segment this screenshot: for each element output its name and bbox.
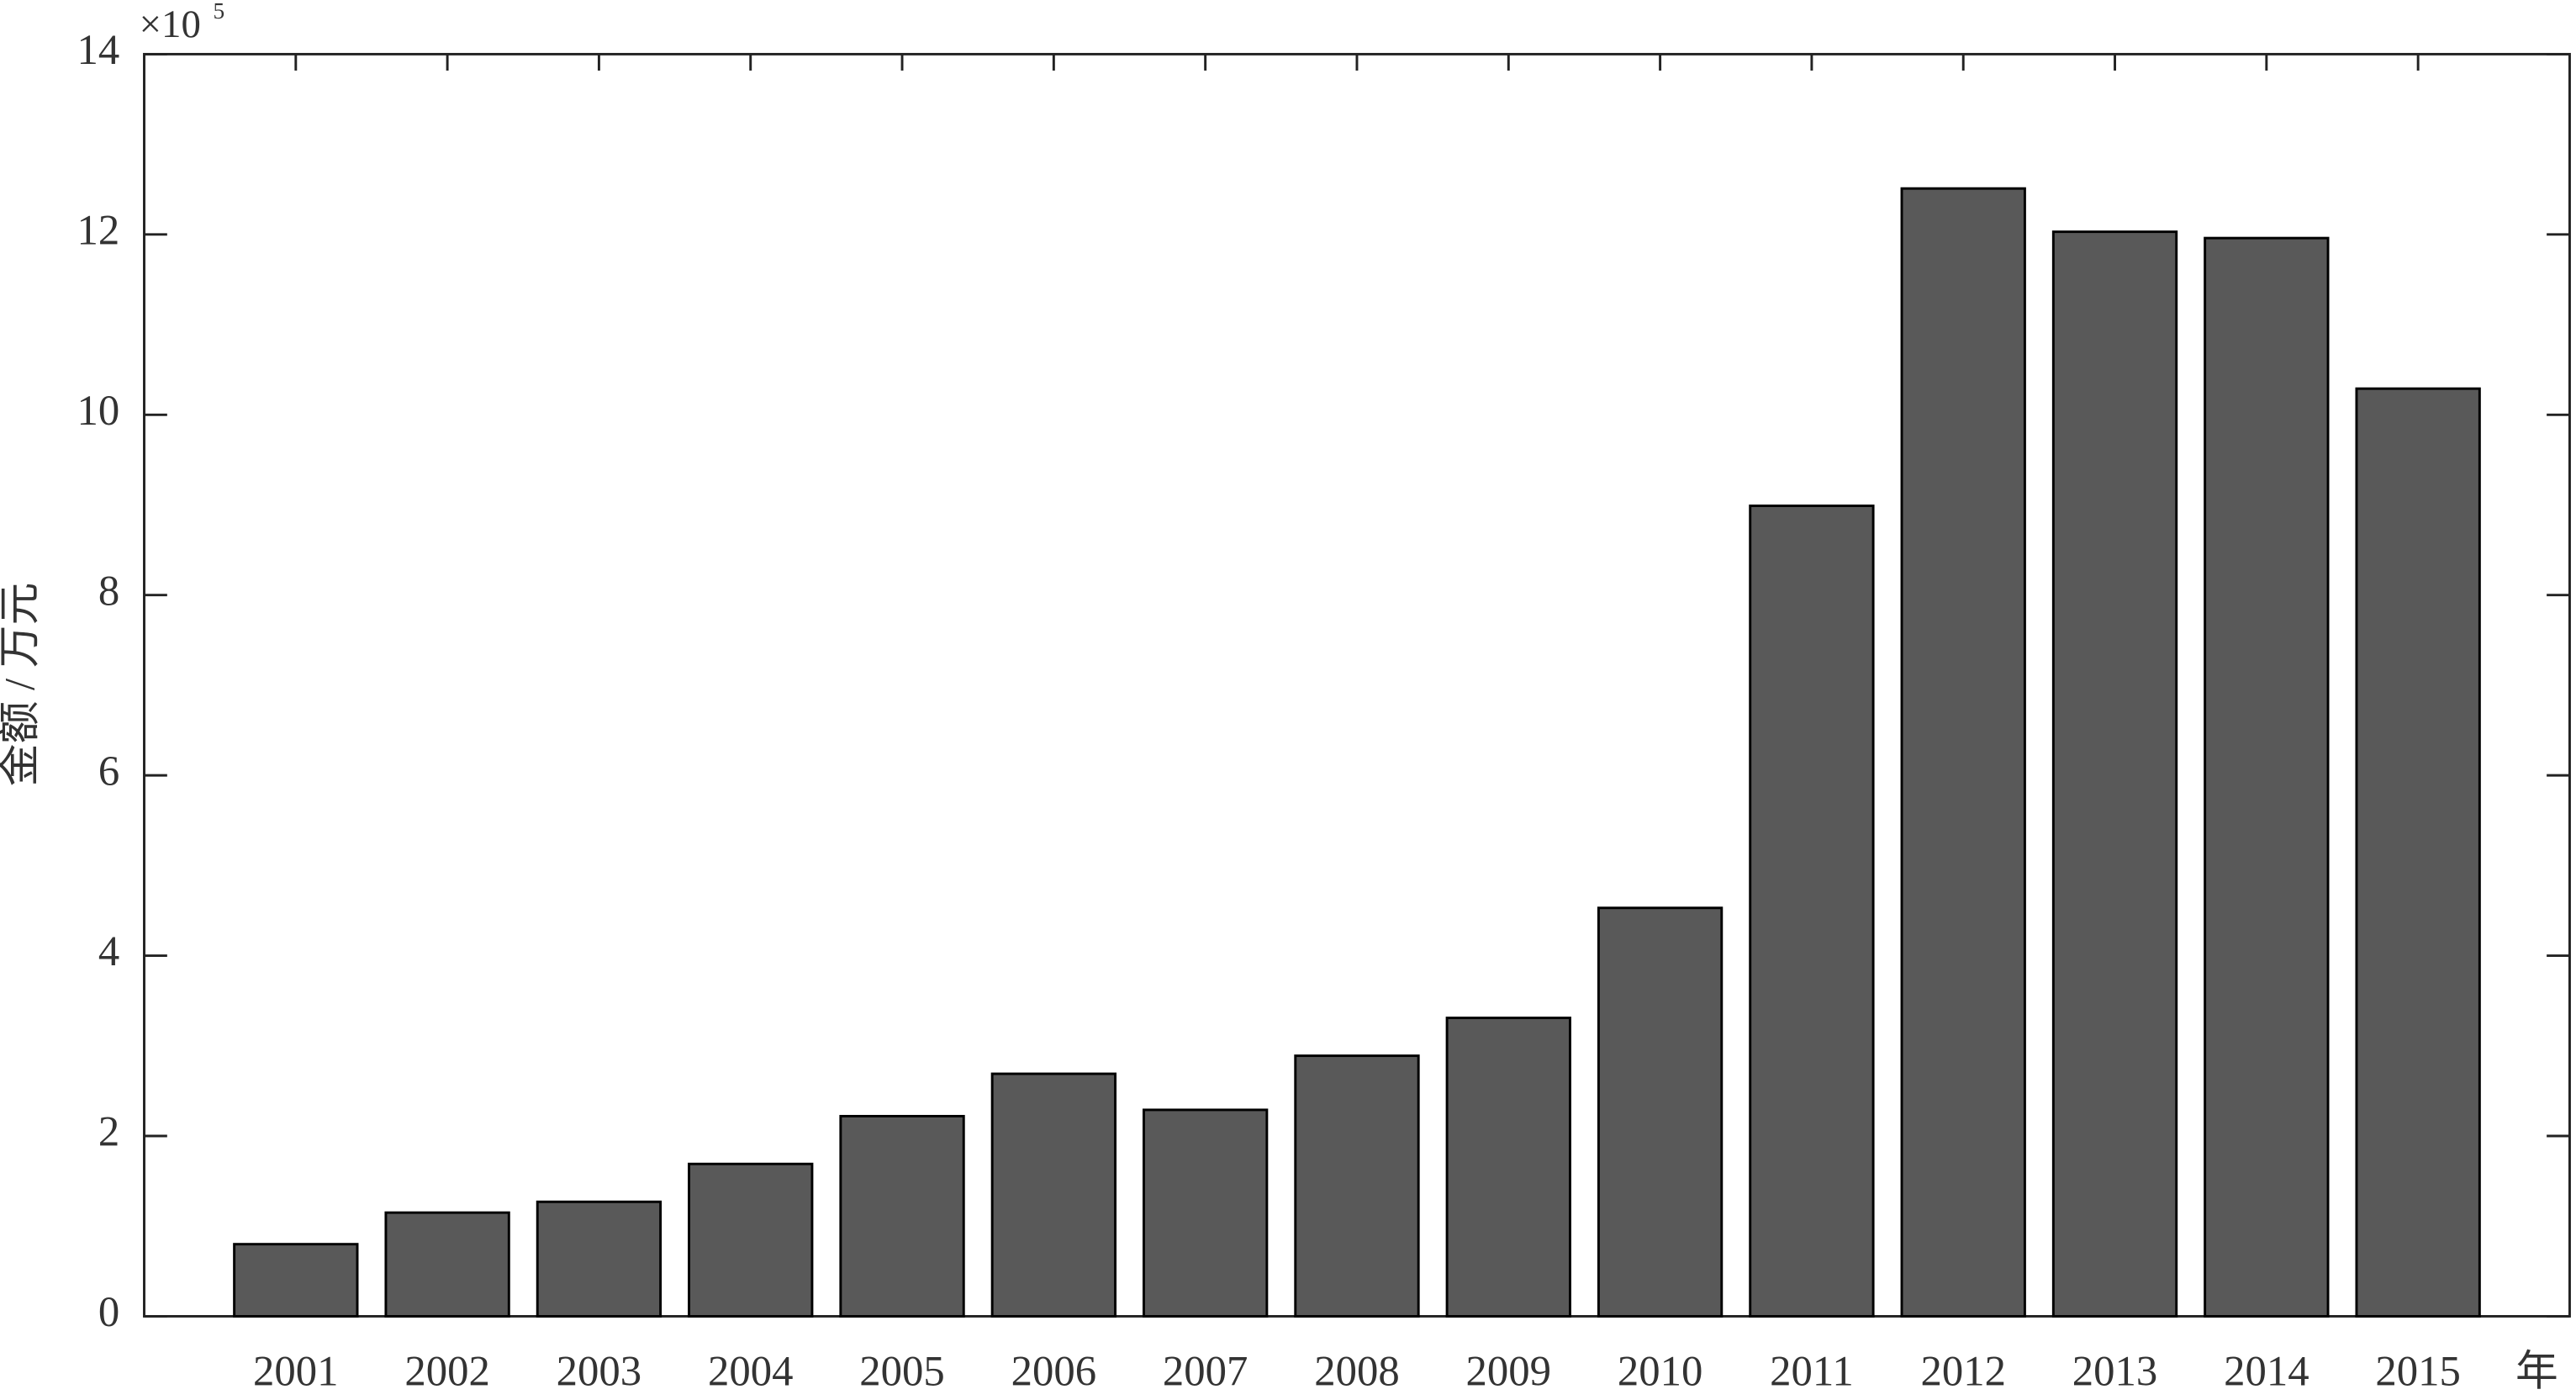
x-tick-label: 2003	[557, 1347, 642, 1394]
x-tick-label: 2006	[1011, 1347, 1097, 1394]
x-tick-label: 2007	[1163, 1347, 1248, 1394]
x-tick-label: 2012	[1920, 1347, 2006, 1394]
y-tick-label: 6	[98, 748, 119, 795]
x-tick-label: 2001	[253, 1347, 338, 1394]
x-tick-label: 2010	[1618, 1347, 1703, 1394]
x-tick-label: 2011	[1770, 1347, 1854, 1394]
bar	[2355, 387, 2481, 1318]
bar	[688, 1162, 814, 1318]
y-multiplier-exponent: 5	[213, 0, 224, 24]
bar	[1900, 187, 2026, 1318]
x-tick-label: 2002	[404, 1347, 490, 1394]
bar	[233, 1243, 359, 1318]
y-tick-label: 14	[77, 26, 119, 73]
x-axis-label: 年	[2515, 1347, 2558, 1394]
y-multiplier: ×10	[140, 3, 201, 46]
bar	[384, 1211, 510, 1318]
x-tick-label: 2008	[1314, 1347, 1400, 1394]
y-tick-label: 2	[98, 1108, 119, 1155]
bar	[1143, 1108, 1269, 1318]
x-tick-label: 2004	[708, 1347, 794, 1394]
bar	[1294, 1054, 1420, 1318]
bar	[2051, 230, 2178, 1318]
y-axis-label: 金额 / 万元	[0, 583, 44, 786]
x-tick-label: 2009	[1466, 1347, 1552, 1394]
y-tick-label: 8	[98, 567, 119, 614]
x-tick-label: 2014	[2224, 1347, 2309, 1394]
y-tick-label: 10	[77, 387, 119, 434]
x-tick-label: 2013	[2072, 1347, 2158, 1394]
bar	[1749, 505, 1875, 1318]
bar	[1445, 1017, 1571, 1318]
bar	[990, 1072, 1117, 1318]
bar	[839, 1114, 965, 1318]
y-tick-label: 0	[98, 1288, 119, 1335]
bar	[536, 1200, 662, 1318]
x-tick-label: 2005	[859, 1347, 945, 1394]
bar	[2204, 236, 2330, 1318]
x-tick-label: 2015	[2375, 1347, 2461, 1394]
y-tick-label: 12	[77, 206, 119, 253]
y-tick-label: 4	[98, 927, 119, 975]
bar	[1597, 906, 1723, 1318]
